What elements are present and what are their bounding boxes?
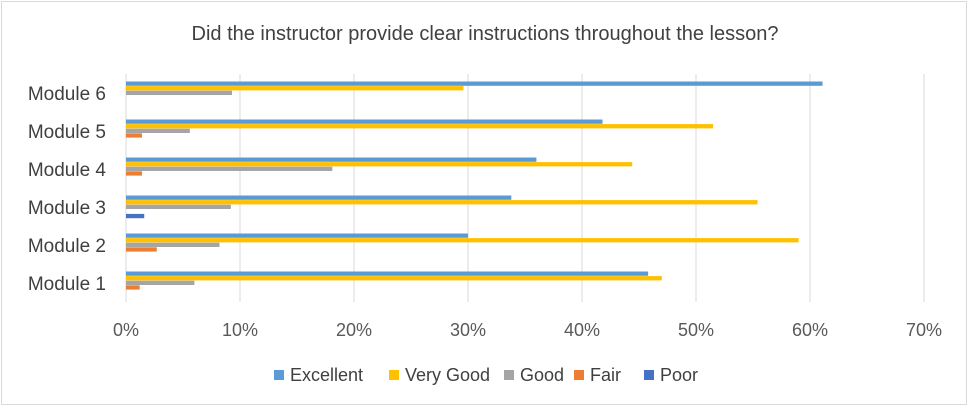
category-label: Module 2: [28, 236, 106, 257]
x-tick-label: 50%: [678, 320, 714, 340]
x-tick-label: 40%: [564, 320, 600, 340]
bar-very-good-module-3: [126, 200, 758, 205]
category-label: Module 1: [28, 274, 106, 295]
gridlines: [125, 74, 925, 302]
bar-very-good-module-5: [126, 124, 714, 129]
bar-very-good-module-4: [126, 162, 633, 167]
legend-label: Very Good: [405, 365, 490, 385]
legend-swatch-fair: [574, 370, 584, 380]
bar-excellent-module-3: [126, 195, 512, 200]
x-tick-label: 60%: [792, 320, 828, 340]
x-tick-label: 20%: [336, 320, 372, 340]
legend-swatch-poor: [644, 370, 654, 380]
bar-excellent-module-2: [126, 233, 468, 238]
bar-excellent-module-5: [126, 119, 603, 124]
bar-fair-module-2: [126, 247, 157, 252]
x-tick-label: 30%: [450, 320, 486, 340]
x-tick-label: 0%: [113, 320, 139, 340]
category-label: Module 6: [28, 84, 106, 105]
legend-label: Fair: [590, 365, 621, 385]
legend-swatch-very-good: [389, 370, 399, 380]
bar-good-module-2: [126, 242, 220, 247]
bar-excellent-module-4: [126, 157, 537, 162]
value-axis: 0% 10% 20% 30% 40% 50% 60% 70%: [113, 320, 942, 340]
bar-good-module-6: [126, 90, 233, 95]
legend-label: Poor: [660, 365, 698, 385]
bar-good-module-1: [126, 280, 195, 285]
legend-swatch-good: [504, 370, 514, 380]
bar-excellent-module-1: [126, 271, 649, 276]
legend-label: Good: [520, 365, 564, 385]
x-tick-label: 10%: [222, 320, 258, 340]
category-label: Module 3: [28, 198, 106, 219]
legend-swatch-excellent: [274, 370, 284, 380]
chart-title: Did the instructor provide clear instruc…: [192, 23, 779, 45]
x-tick-label: 70%: [906, 320, 942, 340]
bar-good-module-3: [126, 204, 231, 209]
category-label: Module 5: [28, 122, 106, 143]
bar-fair-module-4: [126, 171, 142, 176]
bar-poor-module-3: [126, 213, 145, 219]
bars: [126, 81, 823, 290]
bar-good-module-4: [126, 166, 333, 171]
legend: Excellent Very Good Good Fair Poor: [274, 365, 698, 385]
bar-very-good-module-1: [126, 276, 662, 281]
bar-fair-module-1: [126, 285, 140, 290]
bar-excellent-module-6: [126, 81, 823, 86]
bar-very-good-module-6: [126, 86, 464, 91]
legend-label: Excellent: [290, 365, 363, 385]
bar-fair-module-5: [126, 133, 142, 138]
bar-very-good-module-2: [126, 238, 799, 243]
bar-good-module-5: [126, 128, 190, 133]
category-label: Module 4: [28, 160, 107, 181]
category-axis: Module 1 Module 2 Module 3 Module 4 Module 5…: [28, 84, 107, 295]
